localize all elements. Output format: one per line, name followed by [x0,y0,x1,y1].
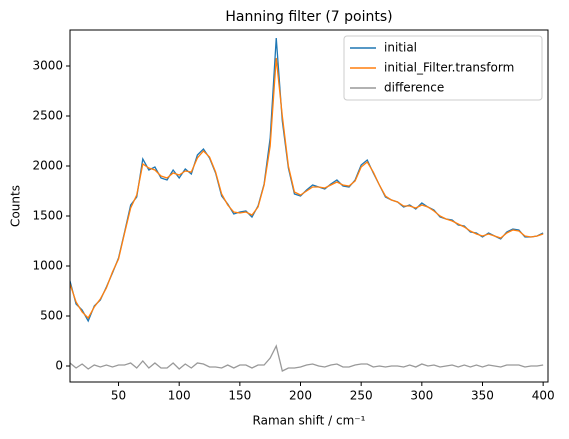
series-line [70,37,544,323]
y-tick-label: 2000 [32,159,63,173]
y-tick-label: 0 [55,359,63,373]
legend-label: difference [384,81,444,95]
legend-label: initial [384,41,417,55]
y-tick-label: 500 [40,309,63,323]
plot-frame [69,29,549,383]
chart-title: Hanning filter (7 points) [225,9,392,25]
series-line [70,344,544,372]
x-tick-label: 100 [168,389,191,403]
x-axis-label: Raman shift / cm⁻¹ [253,414,366,428]
x-tick-label: 50 [111,389,126,403]
x-tick-label: 300 [410,389,433,403]
x-tick-label: 400 [532,389,555,403]
y-tick-label: 1500 [32,209,63,223]
y-tick-label: 3000 [32,59,63,73]
y-axis-label: Counts [9,185,23,227]
legend-label: initial_Filter.transform [384,61,514,75]
x-tick-label: 250 [350,389,373,403]
y-tick-label: 2500 [32,109,63,123]
legend-box [343,35,543,101]
series-line [70,57,544,320]
x-tick-label: 150 [228,389,251,403]
x-tick-label: 200 [289,389,312,403]
x-tick-label: 350 [471,389,494,403]
y-tick-label: 1000 [32,259,63,273]
